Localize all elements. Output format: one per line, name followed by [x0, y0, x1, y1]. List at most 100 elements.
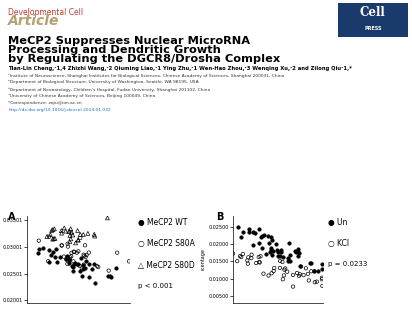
Point: [279, 260, 286, 265]
Y-axis label: rcentage: rcentage: [201, 249, 206, 270]
Point: [51, 226, 58, 231]
Point: [269, 248, 276, 253]
Point: [255, 255, 262, 260]
Point: [269, 252, 275, 257]
Point: [240, 252, 246, 256]
Point: [66, 239, 73, 244]
Point: [105, 268, 112, 273]
Point: [62, 229, 69, 234]
Point: [44, 234, 50, 239]
Text: ● MeCP2 WT: ● MeCP2 WT: [138, 218, 187, 227]
Point: [296, 264, 303, 269]
Text: ¹Institute of Neuroscience, Shanghai Institutes for Biological Sciences, Chinese: ¹Institute of Neuroscience, Shanghai Ins…: [8, 74, 285, 78]
Point: [81, 253, 88, 258]
Point: [75, 237, 82, 242]
Point: [287, 253, 293, 258]
Point: [64, 254, 70, 259]
Point: [319, 261, 325, 266]
Point: [248, 256, 255, 260]
Point: [276, 253, 283, 258]
Point: [280, 277, 286, 282]
Point: [91, 261, 97, 266]
Point: [258, 233, 265, 238]
Point: [49, 227, 56, 232]
Point: [63, 253, 70, 258]
Point: [278, 248, 284, 253]
Point: [250, 242, 257, 247]
Point: [80, 262, 87, 267]
Point: [105, 274, 112, 279]
Point: [88, 267, 95, 272]
Point: [35, 238, 42, 243]
Point: [296, 273, 302, 278]
Point: [68, 226, 74, 231]
Point: [67, 233, 73, 238]
Point: [59, 231, 65, 235]
Point: [66, 228, 73, 233]
Point: [282, 266, 288, 271]
Point: [245, 261, 251, 266]
Point: [298, 264, 304, 269]
Point: [235, 224, 241, 229]
Point: [66, 257, 72, 262]
Point: [61, 226, 68, 231]
Point: [126, 259, 132, 264]
Point: [68, 254, 75, 259]
Point: [271, 265, 278, 270]
Point: [108, 274, 114, 279]
Point: [69, 264, 75, 269]
Point: [46, 248, 52, 253]
Point: [295, 250, 302, 255]
Point: [285, 258, 292, 263]
Point: [311, 280, 318, 285]
Text: ³Department of Neonatology, Children’s Hospital, Fudan University, Shanghai 2011: ³Department of Neonatology, Children’s H…: [8, 87, 211, 92]
Point: [319, 283, 325, 288]
Point: [82, 243, 88, 248]
Point: [52, 236, 58, 241]
Text: *Correspondence: zqiu@ion.ac.cn: *Correspondence: zqiu@ion.ac.cn: [8, 101, 82, 105]
Point: [54, 260, 61, 265]
Point: [76, 263, 83, 268]
Point: [75, 262, 81, 267]
Point: [308, 269, 314, 274]
Point: [64, 261, 71, 266]
Point: [61, 254, 67, 259]
Text: B: B: [216, 212, 224, 222]
Point: [265, 233, 272, 238]
Point: [106, 273, 113, 278]
Point: [285, 256, 291, 260]
Point: [238, 255, 245, 260]
Point: [286, 241, 293, 246]
Point: [75, 249, 82, 254]
Point: [72, 260, 79, 265]
Point: [40, 245, 46, 250]
Text: p < 0.001: p < 0.001: [138, 283, 173, 289]
Point: [63, 256, 69, 261]
Text: Developmental Cell: Developmental Cell: [8, 8, 83, 17]
Point: [318, 277, 325, 282]
Point: [70, 261, 77, 266]
Point: [293, 250, 299, 255]
Point: [295, 254, 302, 259]
Text: Processing and Dendritic Growth: Processing and Dendritic Growth: [8, 45, 221, 55]
Point: [91, 232, 98, 237]
Text: p = 0.0233: p = 0.0233: [328, 261, 367, 267]
Point: [59, 243, 65, 248]
Point: [76, 268, 83, 273]
Point: [281, 267, 288, 272]
Point: [268, 235, 275, 240]
Text: ○ MeCP2 S80A: ○ MeCP2 S80A: [138, 239, 195, 248]
Point: [84, 231, 91, 236]
Point: [79, 274, 86, 279]
Point: [68, 250, 75, 255]
Text: PRESS: PRESS: [364, 26, 382, 31]
Point: [45, 259, 52, 264]
Point: [77, 232, 84, 237]
Point: [273, 248, 280, 253]
Point: [281, 273, 287, 278]
Point: [82, 265, 88, 270]
Point: [77, 255, 84, 260]
Point: [68, 230, 75, 235]
Point: [270, 269, 277, 273]
Point: [113, 265, 120, 270]
